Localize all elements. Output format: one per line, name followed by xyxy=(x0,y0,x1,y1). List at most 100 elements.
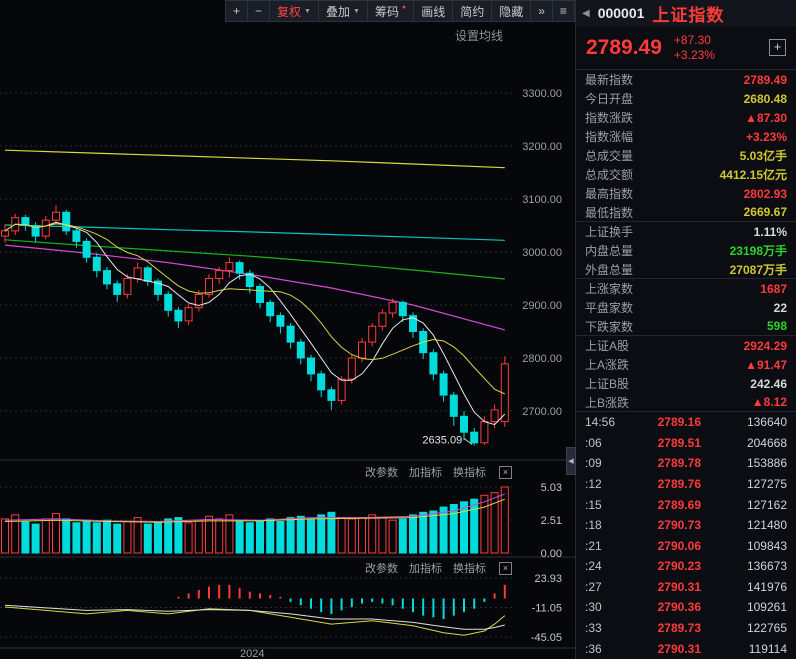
tick-time: 14:56 xyxy=(585,415,616,430)
zoom-out-button[interactable]: − xyxy=(248,1,271,21)
add-indicator-link[interactable]: 加指标 xyxy=(409,467,442,479)
panel-collapse-handle[interactable]: ◀ xyxy=(566,447,576,475)
tick-volume: 153886 xyxy=(746,456,787,471)
adjust-mode-button[interactable]: 复权 ▼ xyxy=(270,1,319,21)
tick-volume: 119114 xyxy=(748,641,787,656)
tick-row: :33 2789.73 122765 xyxy=(576,618,796,639)
quote-row: 上证B股 242.46 xyxy=(576,374,796,393)
tick-volume: 141976 xyxy=(746,579,787,594)
svg-text:2700.00: 2700.00 xyxy=(522,406,562,418)
tick-time: :15 xyxy=(585,497,602,512)
quote-value: ▲8.12 xyxy=(751,395,787,409)
stock-name: 上证指数 xyxy=(652,5,725,25)
quote-label: 指数涨跌 xyxy=(585,111,634,125)
switch-indicator-link[interactable]: 换指标 xyxy=(453,563,486,575)
svg-text:3000.00: 3000.00 xyxy=(522,247,562,259)
ma-long-yellow-line xyxy=(4,149,505,169)
quote-value: 5.03亿手 xyxy=(739,149,787,163)
tick-row: :12 2789.76 127275 xyxy=(576,474,796,495)
add-watchlist-button[interactable]: + xyxy=(769,39,786,56)
quote-row: 内盘总量 23198万手 xyxy=(576,241,796,260)
svg-text:2900.00: 2900.00 xyxy=(522,300,562,312)
tick-time: :21 xyxy=(585,538,602,553)
price-chart-svg[interactable]: 3300.00 3200.00 3100.00 3000.00 2900.00 2800.… xyxy=(0,0,575,659)
close-pane-button[interactable]: × xyxy=(499,465,512,479)
quote-label: 内盘总量 xyxy=(585,244,634,258)
chart-canvas[interactable]: 3300.00 3200.00 3100.00 3000.00 2900.00 2800.… xyxy=(0,0,575,659)
expand-button[interactable]: » xyxy=(531,1,553,21)
svg-text:2800.00: 2800.00 xyxy=(522,353,562,365)
tick-volume: 122765 xyxy=(746,621,787,636)
tick-price: 2789.73 xyxy=(657,621,701,636)
switch-indicator-link[interactable]: 换指标 xyxy=(453,467,486,479)
tick-volume: 136640 xyxy=(746,415,787,430)
prev-stock-arrow-icon[interactable]: ◀ xyxy=(582,7,590,19)
dropdown-arrow-icon: ▼ xyxy=(304,7,311,15)
chips-button[interactable]: 筹码 ● xyxy=(368,1,415,21)
tick-time: :18 xyxy=(585,518,602,533)
quote-table: 最新指数 2789.49 今日开盘 2680.48 指数涨跌 ▲87.30 指数涨幅 +3.2… xyxy=(576,70,796,412)
quote-panel: ◀ 000001 上证指数 2789.49 +87.30 +3.23% + 最新… xyxy=(575,0,796,659)
quote-value: 2680.48 xyxy=(743,91,787,106)
quote-value: ▲91.47 xyxy=(745,357,787,372)
layout-button[interactable]: ≡ xyxy=(553,1,574,21)
dea-white-line xyxy=(4,604,505,630)
quote-value: 23198万手 xyxy=(729,244,787,258)
quote-row: 上涨家数 1687 xyxy=(576,279,796,298)
quote-label: 上涨家数 xyxy=(585,282,634,296)
tick-time: :06 xyxy=(585,435,602,450)
svg-text:3100.00: 3100.00 xyxy=(522,194,562,206)
quote-label: 最低指数 xyxy=(585,205,634,220)
quote-value: 27087万手 xyxy=(729,262,787,277)
add-indicator-link[interactable]: 加指标 xyxy=(409,563,442,575)
quote-label: 总成交额 xyxy=(585,168,634,182)
layout-button-label: ≡ xyxy=(559,4,567,18)
tick-time: :24 xyxy=(585,559,602,574)
quote-row: 上A涨跌 ▲91.47 xyxy=(576,355,796,374)
tick-volume: 136673 xyxy=(746,559,787,574)
svg-text:-45.05: -45.05 xyxy=(531,632,562,644)
quote-value: 598 xyxy=(766,319,787,333)
quote-value: 2669.67 xyxy=(743,205,787,219)
dif-yellow-line xyxy=(4,606,506,636)
svg-text:0.00: 0.00 xyxy=(541,548,562,560)
quote-label: 上B涨跌 xyxy=(585,395,630,410)
svg-text:2635.09: 2635.09 xyxy=(422,435,462,447)
zoom-in-button-label: + xyxy=(233,4,241,18)
draw-line-button-label: 画线 xyxy=(421,4,446,19)
svg-text:5.03: 5.03 xyxy=(541,482,562,494)
change-params-link[interactable]: 改参数 xyxy=(365,563,398,575)
volume-pane-header: 改参数 加指标 换指标 × xyxy=(365,464,512,480)
quote-row: 上证A股 2924.29 xyxy=(576,336,796,355)
tick-price: 2790.36 xyxy=(657,600,701,615)
close-pane-button[interactable]: × xyxy=(499,561,512,575)
tick-time: :12 xyxy=(585,477,602,492)
quote-label: 上证A股 xyxy=(585,339,630,353)
overlay-button[interactable]: 叠加 ▼ xyxy=(319,1,368,21)
quote-value: 22 xyxy=(773,300,787,315)
tick-volume: 127275 xyxy=(746,477,787,492)
ma-settings-link[interactable]: 设置均线 xyxy=(454,29,503,43)
draw-line-button[interactable]: 画线 xyxy=(414,1,454,21)
hide-button[interactable]: 隐藏 xyxy=(492,1,532,21)
quote-row: 平盘家数 22 xyxy=(576,298,796,317)
zoom-in-button[interactable]: + xyxy=(226,1,249,21)
tick-time: :33 xyxy=(585,621,602,636)
hide-button-label: 隐藏 xyxy=(499,4,524,19)
tick-row: :09 2789.78 153886 xyxy=(576,453,796,474)
change-params-link[interactable]: 改参数 xyxy=(365,467,398,479)
volume-ma-yellow-line xyxy=(4,498,505,523)
tick-price: 2789.16 xyxy=(657,415,701,430)
tick-price: 2790.73 xyxy=(657,518,701,533)
tick-time: :09 xyxy=(585,456,602,471)
tick-row: :30 2790.36 109261 xyxy=(576,597,796,618)
tick-price: 2789.78 xyxy=(657,456,701,471)
quote-row: 最新指数 2789.49 xyxy=(576,70,796,89)
quote-label: 最新指数 xyxy=(585,73,634,87)
tick-list[interactable]: 14:56 2789.16 136640:06 2789.51 204668:09 278… xyxy=(576,412,796,659)
tick-price: 2789.76 xyxy=(657,477,701,492)
quote-label: 上证B股 xyxy=(585,377,630,391)
change-amount: +87.30 xyxy=(673,32,711,47)
simple-mode-button[interactable]: 简约 xyxy=(453,1,493,21)
